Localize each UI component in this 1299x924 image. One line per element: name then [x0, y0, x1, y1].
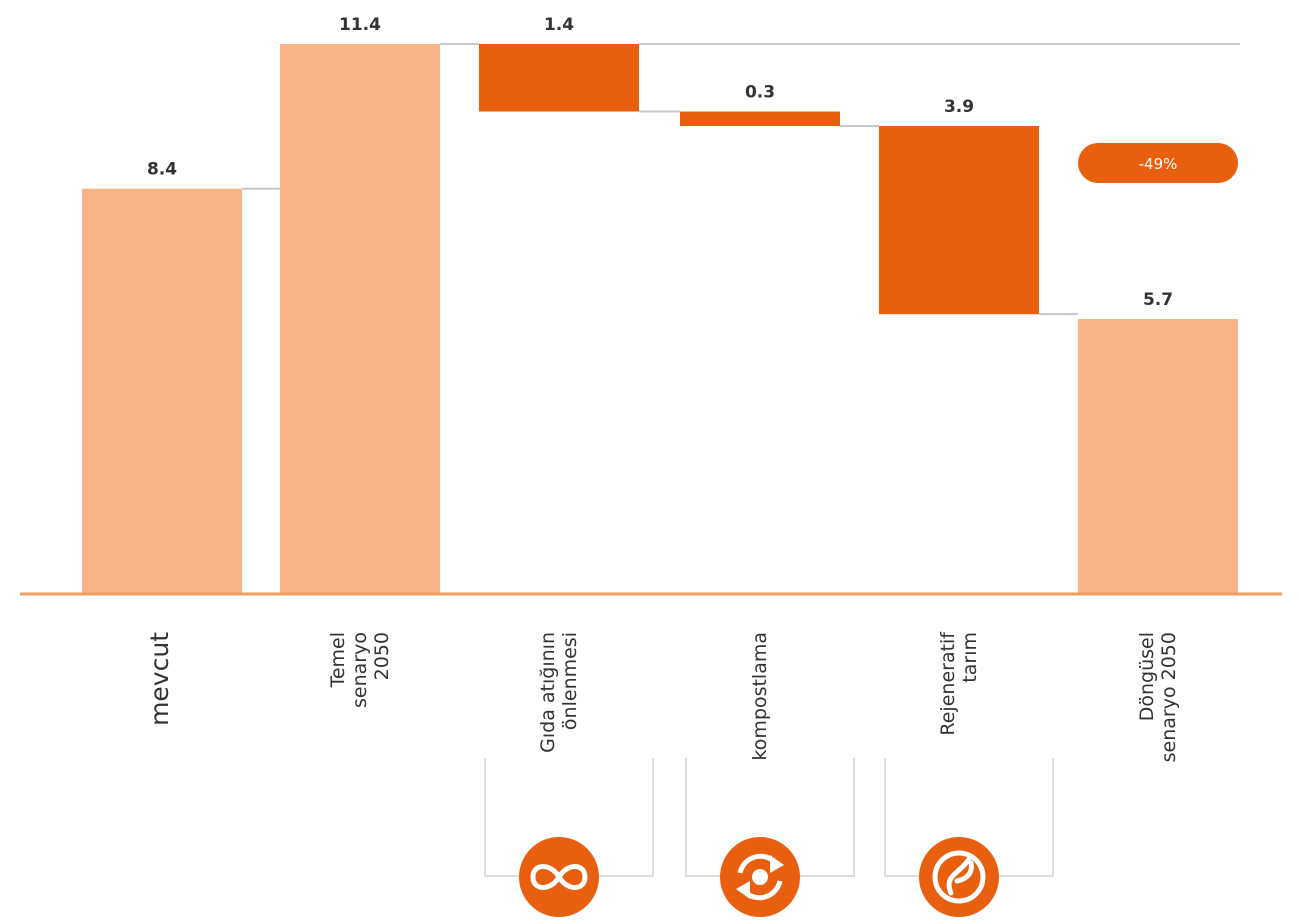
value-label: 5.7	[1143, 290, 1173, 310]
value-label: 1.4	[544, 15, 574, 35]
connector-lines	[242, 43, 1240, 316]
leaf-icon	[919, 837, 999, 917]
lever-icons	[519, 837, 999, 917]
category-label: senaryo	[349, 632, 371, 708]
value-label: 0.3	[745, 83, 775, 103]
value-label: 3.9	[944, 97, 974, 117]
bar-gida-atiginin-onlenmesi	[479, 44, 639, 112]
cycle-icon	[720, 837, 800, 917]
category-label: Döngüsel	[1136, 632, 1158, 721]
category-label: senaryo 2050	[1158, 632, 1180, 762]
value-label: 11.4	[339, 15, 381, 35]
category-label: mevcut	[145, 632, 174, 726]
reduction-badge-pill	[1078, 143, 1238, 183]
value-labels: 8.4 11.4 1.4 0.3 3.9 5.7	[147, 15, 1173, 310]
bar-dongusel-senaryo-2050	[1078, 319, 1238, 594]
infinity-icon	[519, 837, 599, 917]
bars	[82, 44, 1238, 594]
category-labels: mevcut Temel senaryo 2050 Gıda atığının önlen…	[145, 631, 1180, 763]
bar-kompostlama	[680, 111, 840, 127]
bar-rejeneratif-tarim	[879, 126, 1039, 315]
category-label: Temel	[327, 632, 349, 689]
category-label: Rejeneratif	[937, 631, 959, 736]
value-label: 8.4	[147, 160, 177, 180]
category-label: önlenmesi	[559, 632, 581, 730]
category-label: 2050	[371, 632, 393, 680]
bar-temel-senaryo-2050	[280, 44, 440, 594]
bar-mevcut	[82, 188, 242, 594]
reduction-badge-text: -49%	[1139, 155, 1178, 173]
category-label: tarım	[959, 632, 981, 683]
category-label: Gıda atığının	[537, 632, 559, 753]
category-label: kompostlama	[749, 632, 771, 761]
reduction-badge: -49%	[1078, 143, 1238, 183]
